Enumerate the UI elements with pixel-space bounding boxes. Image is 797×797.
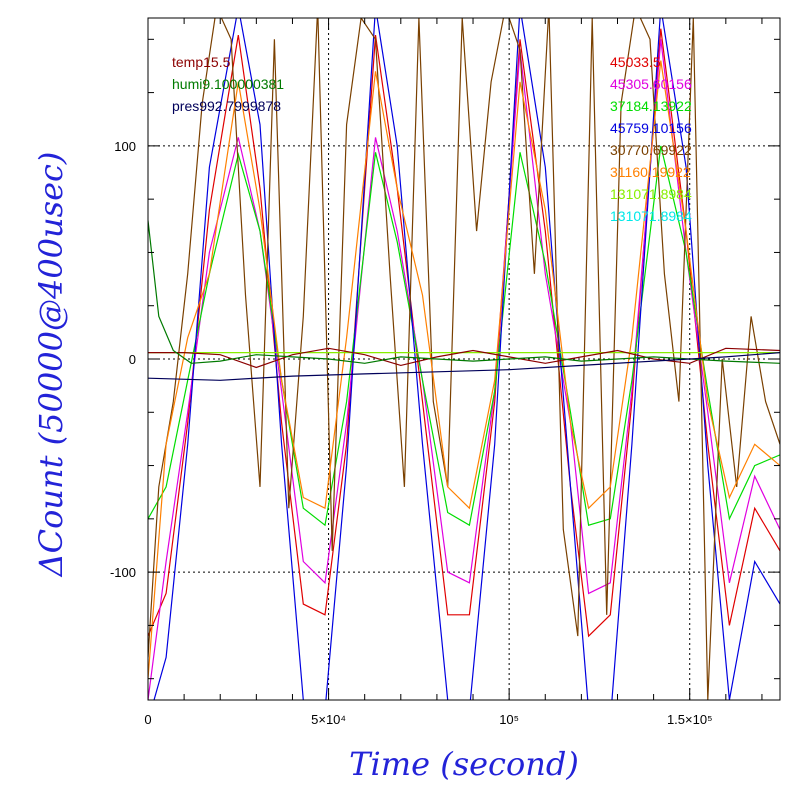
series-line-7 <box>148 347 780 369</box>
y-tick-label: 100 <box>114 139 136 154</box>
legend-right-entry: 45759.10156 <box>610 120 692 136</box>
series-line-9 <box>148 352 780 381</box>
minor-ticks <box>147 18 780 700</box>
legend-right-entry: 131071.8984 <box>610 186 692 202</box>
x-axis-title: Time (second) <box>349 745 579 783</box>
series-line-3 <box>153 18 780 700</box>
x-tick-label: 10⁵ <box>499 712 519 727</box>
y-tick-label: -100 <box>110 565 136 580</box>
legend-left-entry: temp15.5 <box>172 54 231 70</box>
legend-right: 45033.5 45305.60156 37184.13922 45759.10156… <box>610 54 692 224</box>
legend-right-entry: 31160.19922 <box>610 164 691 180</box>
legend-left: temp15.5 humi9.100000381 pres992.7999878 <box>172 54 284 114</box>
legend-right-entry: 45305.60156 <box>610 76 692 92</box>
legend-right-entry: 30770.69922 <box>610 142 692 158</box>
legend-right-entry: 45033.5 <box>610 54 661 70</box>
legend-left-entry: humi9.100000381 <box>172 76 284 92</box>
series-line-2 <box>148 145 780 527</box>
x-tick-label: 5×10⁴ <box>311 712 346 727</box>
legend-right-entry: 37184.13922 <box>610 98 692 114</box>
series-line-0 <box>148 28 780 638</box>
series-line-1 <box>148 39 780 700</box>
y-tick-label: 0 <box>129 352 136 367</box>
series-line-8 <box>148 220 780 364</box>
legend-right-entry: 131071.8984 <box>610 208 692 224</box>
x-tick-label: 1.5×10⁵ <box>667 712 713 727</box>
series-line-4 <box>148 18 780 700</box>
legend-left-entry: pres992.7999878 <box>172 98 281 114</box>
series-layer <box>148 18 780 700</box>
tick-labels: 0 5×10⁴ 10⁵ 1.5×10⁵ 100 0 -100 <box>110 139 713 727</box>
series-line-5 <box>148 60 780 679</box>
y-axis-title: ΔCount (50000@400usec) <box>32 152 70 579</box>
x-tick-label: 0 <box>144 712 151 727</box>
